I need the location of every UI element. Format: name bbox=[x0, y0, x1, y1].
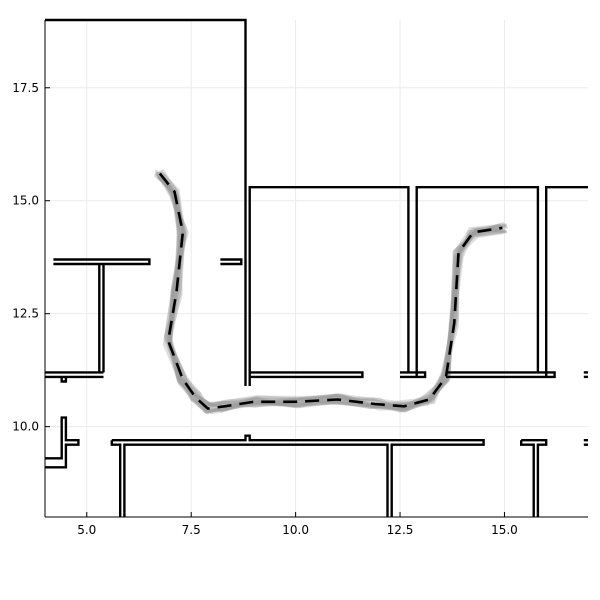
sample-trajectory bbox=[158, 171, 501, 413]
wall-segment bbox=[415, 185, 540, 377]
mean-path-line bbox=[158, 172, 503, 410]
wall-segment bbox=[123, 443, 389, 517]
y-axis-ticks: 10.0 12.5 15.0 17.5 bbox=[12, 81, 50, 434]
x-tick-label: 7.5 bbox=[182, 523, 201, 537]
sample-trajectory bbox=[157, 175, 506, 410]
sample-trajectory bbox=[155, 172, 507, 413]
wall-segment bbox=[220, 258, 243, 266]
wall-segment bbox=[45, 416, 80, 469]
x-axis-ticks: 5.0 7.5 10.0 12.5 15.0 bbox=[77, 512, 518, 537]
y-tick-label: 17.5 bbox=[12, 81, 39, 95]
y-tick-label: 12.5 bbox=[12, 307, 39, 321]
x-tick-label: 5.0 bbox=[77, 523, 96, 537]
x-tick-label: 10.0 bbox=[282, 523, 309, 537]
wall-segment bbox=[249, 371, 364, 379]
wall-segment bbox=[248, 185, 410, 386]
wall-segment bbox=[53, 258, 151, 266]
wall-segment bbox=[400, 371, 427, 379]
axes bbox=[44, 20, 588, 518]
wall-segment bbox=[446, 371, 556, 379]
grid-lines bbox=[45, 20, 588, 517]
x-tick-label: 12.5 bbox=[387, 523, 414, 537]
x-tick-label: 15.0 bbox=[491, 523, 518, 537]
wall-segment bbox=[545, 185, 588, 377]
wall-segment bbox=[520, 440, 535, 517]
wall-segment bbox=[521, 439, 548, 517]
sample-trajectory bbox=[154, 174, 502, 411]
y-tick-label: 15.0 bbox=[12, 194, 39, 208]
sample-trajectory bbox=[161, 172, 501, 411]
map-walls bbox=[45, 18, 588, 517]
sample-trajectory bbox=[161, 169, 508, 414]
wall-segment bbox=[60, 376, 68, 383]
y-tick-label: 10.0 bbox=[12, 420, 39, 434]
wall-segment bbox=[45, 18, 247, 386]
wall-segment bbox=[110, 440, 122, 517]
wall-segment bbox=[111, 434, 485, 517]
mean-trajectory bbox=[158, 172, 503, 410]
sample-trajectory bbox=[154, 172, 501, 408]
